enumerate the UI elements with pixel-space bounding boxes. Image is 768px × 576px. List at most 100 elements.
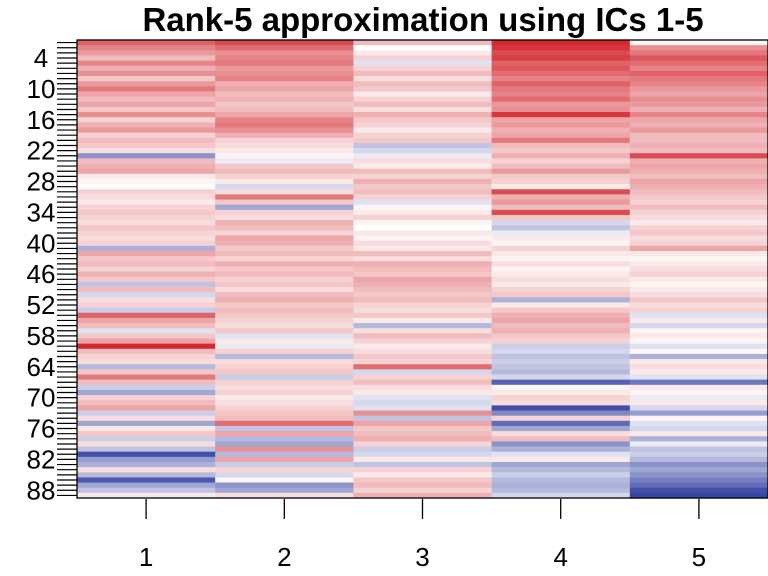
heatmap-cell [215,209,354,216]
heatmap-cell [353,148,493,154]
heatmap-cell [215,441,354,448]
heatmap-cell [491,40,631,46]
heatmap-cell [77,86,216,93]
heatmap-cell [77,45,216,51]
heatmap-cell [491,487,631,494]
plot-frame [76,39,768,499]
heatmap-cell [629,81,768,87]
heatmap-cell [353,405,493,412]
heatmap-cell [215,281,354,288]
heatmap-cell [215,91,354,98]
heatmap-cell [215,173,354,180]
heatmap-cell [353,122,493,129]
heatmap-cell [629,225,768,232]
heatmap-cell [215,333,354,340]
heatmap-cell [491,467,631,473]
heatmap-cell [353,446,493,453]
heatmap-cell [353,395,493,401]
heatmap-cell [215,45,354,51]
heatmap-cell [353,312,493,319]
heatmap-cell [491,400,631,406]
heatmap-cell [77,60,216,67]
heatmap-cell [77,400,216,406]
heatmap-cell [77,384,216,391]
heatmap-cell [629,245,768,252]
heatmap-cell [491,76,631,82]
heatmap-cell [491,436,631,442]
heatmap-cell [353,153,493,159]
heatmap-cell [77,297,216,304]
heatmap-cell [353,307,493,314]
heatmap-cell [215,287,354,293]
heatmap-cell [215,122,354,129]
heatmap-cell [629,189,768,195]
heatmap-cell [629,292,768,298]
heatmap-cell [215,214,354,221]
heatmap-cell [77,348,216,355]
heatmap-cell [215,415,354,422]
heatmap-cell [77,40,216,46]
heatmap-cell [491,184,631,190]
heatmap-cell [491,153,631,159]
heatmap-cell [77,281,216,288]
heatmap-cell [491,405,631,412]
heatmap-cell [491,312,631,319]
heatmap-cell [491,379,631,386]
heatmap-cell [491,456,631,463]
heatmap-cell [215,220,354,226]
heatmap-cell [629,410,768,417]
heatmap-cell [629,302,768,309]
heatmap-cell [491,230,631,237]
heatmap-cell [629,395,768,401]
heatmap-cell [491,220,631,226]
heatmap-cell [629,333,768,340]
heatmap-cell [215,436,354,442]
heatmap-cell [353,60,493,67]
heatmap-cell [629,101,768,108]
heatmap-cell [353,256,493,262]
heatmap-cell [77,158,216,165]
heatmap-cell [77,245,216,252]
heatmap-cell [491,158,631,165]
heatmap-cell [215,482,354,489]
heatmap-cell [629,348,768,355]
heatmap-cell [491,323,631,329]
heatmap-cell [353,209,493,216]
heatmap-cell [353,343,493,350]
heatmap-cell [491,225,631,232]
heatmap-cell [215,230,354,237]
heatmap-cell [215,240,354,247]
heatmap-cell [215,112,354,118]
heatmap-cell [77,477,216,484]
heatmap-cell [215,297,354,304]
heatmap-cell [77,91,216,98]
heatmap-cell [215,132,354,139]
heatmap-cell [215,127,354,134]
heatmap-cell [491,287,631,293]
heatmap-cell [629,132,768,139]
heatmap-cell [629,65,768,72]
heatmap-cell [353,431,493,437]
heatmap-cell [491,245,631,252]
heatmap-cell [491,65,631,72]
heatmap-cell [353,420,493,427]
heatmap-cell [491,297,631,304]
heatmap-cell [77,256,216,262]
heatmap-cell [77,431,216,437]
y-tick-label: 28 [27,167,56,197]
x-tick-label: 2 [277,542,291,572]
heatmap-cell [77,410,216,417]
heatmap-cell [353,76,493,82]
heatmap-cell [629,60,768,67]
heatmap-cell [491,240,631,247]
heatmap-cell [77,467,216,473]
heatmap-cell [215,189,354,195]
heatmap-cell [629,194,768,201]
heatmap-cell [353,112,493,118]
heatmap-cell [77,353,216,360]
heatmap-cells [77,40,768,499]
heatmap-cell [629,158,768,165]
heatmap-cell [215,194,354,201]
heatmap-cell [353,287,493,293]
